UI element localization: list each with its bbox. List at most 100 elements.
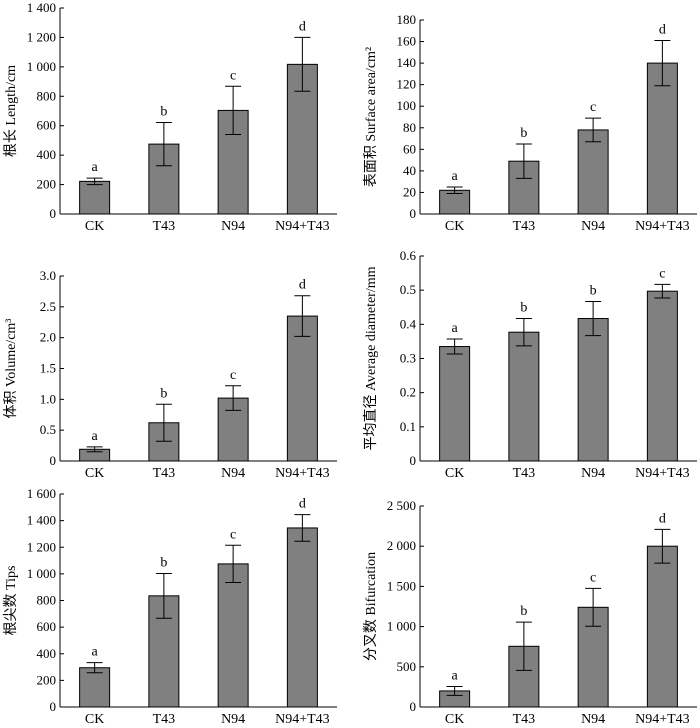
x-category-label: N94+T43	[635, 712, 690, 727]
y-tick-label: 600	[37, 619, 57, 634]
significance-letter: c	[590, 570, 596, 585]
significance-letter: c	[230, 68, 236, 83]
y-tick-label: 1 000	[27, 566, 56, 581]
y-tick-label: 1 000	[387, 619, 416, 634]
x-category-label: T43	[513, 466, 536, 481]
y-tick-label: 0.5	[40, 422, 56, 437]
x-category-label: N94	[221, 712, 245, 727]
significance-letter: a	[452, 668, 459, 683]
y-axis-title: 体积 Volume/cm³	[3, 319, 19, 419]
x-category-label: N94+T43	[635, 219, 690, 234]
y-tick-label: 0	[50, 453, 57, 468]
x-category-label: N94	[221, 466, 245, 481]
y-tick-label: 800	[37, 88, 57, 103]
x-category-label: T43	[153, 219, 176, 234]
bar-ck	[439, 346, 471, 462]
y-tick-label: 500	[397, 659, 417, 674]
y-tick-label: 0.1	[400, 419, 416, 434]
bar-t43	[508, 331, 540, 462]
x-category-label: N94	[581, 466, 605, 481]
x-category-label: T43	[153, 466, 176, 481]
y-tick-label: 60	[403, 141, 416, 156]
chart-surface-area: 0 20 40 60 80 100 120 140 160 180 表面积 Surface area…	[363, 12, 697, 234]
bar-n94-plus-t43	[286, 527, 318, 708]
chart-average-diameter: 0 0.1 0.2 0.3 0.4 0.5 0.6 平均直径 Average diameter…	[362, 248, 697, 481]
y-tick-label: 0	[410, 699, 417, 714]
significance-letter: d	[299, 19, 306, 34]
y-tick-label: 40	[403, 163, 416, 178]
y-tick-label: 400	[37, 147, 57, 162]
significance-letter: a	[92, 645, 99, 660]
y-axis-title: 根尖数 Tips	[3, 566, 19, 636]
y-axis-title: 表面积 Surface area/cm²	[363, 47, 379, 187]
x-category-label: CK	[445, 712, 464, 727]
bar-n94-plus-t43	[286, 315, 318, 462]
y-tick-label: 400	[37, 646, 57, 661]
y-tick-label: 0.6	[400, 248, 417, 263]
x-category-label: T43	[513, 219, 536, 234]
y-tick-label: 0	[410, 206, 417, 221]
x-category-label: N94+T43	[275, 219, 330, 234]
significance-letter: d	[659, 22, 666, 37]
y-tick-label: 160	[397, 34, 417, 49]
significance-letter: b	[160, 104, 167, 119]
y-tick-label: 0.2	[400, 385, 416, 400]
y-tick-label: 0	[50, 699, 57, 714]
y-tick-label: 1 600	[27, 486, 56, 501]
chart-volume: 0 0.5 1.0 1.5 2.0 2.5 3.0 体积 Volume/cm³ a CK b T43 c…	[3, 268, 337, 481]
x-category-label: N94+T43	[635, 466, 690, 481]
y-tick-label: 3.0	[40, 268, 56, 283]
y-tick-label: 80	[403, 120, 416, 135]
y-tick-label: 2.0	[40, 330, 56, 345]
y-axis-title: 分叉数 Bifurcation	[363, 552, 379, 661]
y-tick-label: 100	[397, 98, 417, 113]
significance-letter: a	[92, 160, 99, 175]
bar-n94	[577, 318, 609, 462]
significance-letter: a	[92, 429, 99, 444]
y-tick-label: 120	[397, 77, 417, 92]
bar-n94	[577, 129, 609, 215]
y-tick-label: 0.5	[400, 282, 416, 297]
y-tick-label: 1.5	[40, 361, 56, 376]
y-tick-label: 2 000	[387, 538, 416, 553]
significance-letter: b	[160, 555, 167, 570]
y-tick-label: 200	[37, 177, 57, 192]
significance-letter: d	[659, 511, 666, 526]
significance-letter: a	[452, 169, 459, 184]
y-tick-label: 200	[37, 672, 57, 687]
y-tick-label: 1 400	[27, 513, 56, 528]
y-tick-label: 1.0	[40, 391, 56, 406]
y-tick-label: 1 200	[27, 29, 56, 44]
bar-n94-plus-t43	[646, 545, 678, 708]
bar-t43	[148, 143, 180, 215]
x-category-label: CK	[85, 219, 104, 234]
x-category-label: N94+T43	[275, 712, 330, 727]
significance-letter: b	[520, 604, 527, 619]
significance-letter: d	[299, 278, 306, 293]
significance-letter: b	[590, 283, 597, 298]
chart-tips: 0 200 400 600 800 1 000 1 200 1 400 1 600 根尖数 Tip…	[3, 486, 337, 727]
bar-ck	[79, 180, 111, 215]
significance-letter: c	[230, 527, 236, 542]
x-category-label: CK	[85, 712, 104, 727]
y-tick-label: 2 500	[387, 498, 416, 513]
significance-letter: c	[659, 266, 665, 281]
significance-letter: a	[452, 321, 459, 336]
x-category-label: CK	[445, 466, 464, 481]
significance-letter: b	[520, 301, 527, 316]
y-tick-label: 2.5	[40, 299, 56, 314]
y-tick-label: 600	[37, 118, 57, 133]
significance-letter: b	[520, 126, 527, 141]
significance-letter: c	[590, 100, 596, 115]
bar-n94-plus-t43	[646, 62, 678, 215]
bar-t43	[148, 422, 180, 462]
x-category-label: CK	[85, 466, 104, 481]
y-tick-label: 1 200	[27, 539, 56, 554]
y-tick-label: 140	[397, 55, 417, 70]
y-axis-title: 根长 Length/cm	[3, 65, 19, 157]
chart-length: 0 200 400 600 800 1 000 1 200 1 400 根长 Length/cm…	[3, 0, 337, 234]
x-category-label: N94	[221, 219, 245, 234]
significance-letter: b	[160, 386, 167, 401]
bar-ck	[79, 667, 111, 708]
y-tick-label: 0	[50, 206, 57, 221]
